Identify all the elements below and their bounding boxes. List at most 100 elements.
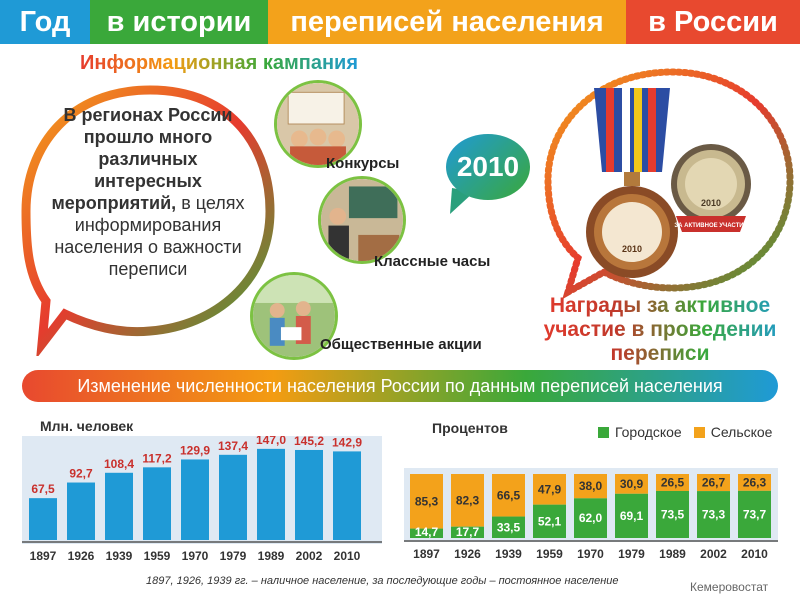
population-chart-unit: Млн. человек (40, 418, 134, 434)
share-year-label: 1897 (413, 547, 440, 561)
urban-bar-segment (615, 493, 648, 538)
award-badge-icon: 2010 ЗА АКТИВНОЕ УЧАСТИЕ (671, 144, 751, 232)
population-bar (333, 451, 361, 540)
header-banner: Год в истории переписей населения в Росс… (0, 0, 800, 44)
caption-class-hours: Классные часы (374, 253, 491, 270)
population-year-label: 1926 (68, 549, 95, 563)
urban-value-label: 69,1 (620, 509, 644, 523)
legend-rural-label: Сельское (710, 424, 773, 440)
population-year-label: 2010 (334, 549, 361, 563)
legend-urban-label: Городское (615, 424, 682, 440)
header-part-1: Год (0, 0, 90, 44)
population-year-label: 1959 (144, 549, 171, 563)
population-year-label: 1939 (106, 549, 133, 563)
rural-value-label: 38,0 (579, 479, 603, 493)
population-bar (295, 449, 323, 540)
population-bar (67, 482, 95, 540)
share-chart-legend: Городское Сельское (598, 424, 772, 440)
section-title: Изменение численности населения России п… (22, 370, 778, 402)
urban-value-label: 73,7 (743, 507, 767, 521)
badge-year: 2010 (701, 198, 721, 208)
population-bar (143, 467, 171, 540)
share-year-label: 2010 (741, 547, 768, 561)
rural-value-label: 26,3 (743, 475, 767, 489)
rural-bar-segment (451, 474, 484, 527)
rural-bar-segment (410, 474, 443, 529)
badge-caption: ЗА АКТИВНОЕ УЧАСТИЕ (674, 223, 747, 229)
bubble-bold-text: В регионах России прошло много различных… (51, 105, 233, 213)
population-value-label: 147,0 (256, 436, 286, 447)
rural-bar-segment (697, 474, 730, 492)
population-value-label: 137,4 (218, 439, 248, 453)
award-medal-icon: 2010 (586, 88, 678, 278)
urban-value-label: 62,0 (579, 511, 603, 525)
rural-bar-segment (533, 474, 566, 505)
urban-value-label: 33,5 (497, 520, 521, 534)
population-year-label: 1970 (182, 549, 209, 563)
rural-bar-segment (615, 474, 648, 494)
population-value-label: 142,9 (332, 436, 362, 449)
rural-value-label: 66,5 (497, 488, 521, 502)
photo-class-hours (318, 176, 406, 264)
population-bar (257, 448, 285, 540)
rural-bar-segment (574, 474, 607, 499)
population-year-label: 1897 (30, 549, 57, 563)
urban-value-label: 17,7 (456, 525, 480, 539)
year-bubble: 2010 (446, 134, 530, 200)
urban-value-label: 73,5 (661, 507, 685, 521)
population-value-label: 92,7 (69, 467, 93, 481)
awards-bubble-outline (544, 68, 794, 300)
footnote: 1897, 1926, 1939 гг. – наличное населени… (146, 575, 619, 587)
share-year-label: 1926 (454, 547, 481, 561)
population-value-label: 145,2 (294, 436, 324, 448)
header-part-4: в России (626, 0, 800, 44)
share-year-label: 1970 (577, 547, 604, 561)
rural-bar-segment (738, 474, 771, 491)
legend-rural-swatch (693, 426, 705, 438)
rural-bar-segment (492, 474, 525, 517)
urban-bar-segment (656, 490, 689, 538)
population-year-label: 1979 (220, 549, 247, 563)
rural-value-label: 82,3 (456, 493, 480, 507)
share-year-label: 2002 (700, 547, 727, 561)
population-value-label: 108,4 (104, 457, 134, 471)
urban-bar-segment (533, 504, 566, 538)
urban-value-label: 73,3 (702, 508, 726, 522)
campaign-bubble-text: В регионах России прошло много различных… (48, 104, 248, 280)
medal-year: 2010 (622, 244, 642, 254)
population-bar (181, 459, 209, 540)
share-chart-unit: Процентов (432, 420, 508, 436)
rural-value-label: 26,5 (661, 475, 685, 489)
population-bar (219, 454, 247, 540)
population-value-label: 67,5 (31, 482, 55, 496)
population-bar-chart: 67,5 1897 92,7 1926 108,4 1939 117,2 1959 129,9 1… (22, 436, 382, 563)
rural-value-label: 85,3 (415, 494, 439, 508)
caption-public-actions: Общественные акции (320, 336, 482, 353)
rural-value-label: 47,9 (538, 482, 562, 496)
header-part-3: переписей населения (268, 0, 626, 44)
population-year-label: 2002 (296, 549, 323, 563)
bubble-normal-text: в целях информирования населения о важно… (54, 193, 245, 279)
urban-bar-segment (451, 526, 484, 538)
population-bar (105, 472, 133, 540)
share-year-label: 1959 (536, 547, 563, 561)
urban-bar-segment (697, 491, 730, 538)
population-bar (29, 498, 57, 540)
source-label: Кемеровостат (690, 580, 769, 594)
rural-value-label: 30,9 (620, 477, 644, 491)
share-year-label: 1939 (495, 547, 522, 561)
rural-bar-segment (656, 474, 689, 491)
photo-contests (274, 80, 362, 168)
campaign-title: Информационная кампания (80, 52, 359, 74)
population-value-label: 129,9 (180, 443, 210, 457)
population-value-label: 117,2 (142, 451, 172, 465)
share-year-label: 1989 (659, 547, 686, 561)
urban-bar-segment (492, 516, 525, 538)
urban-bar-segment (738, 490, 771, 538)
header-part-2: в истории (90, 0, 268, 44)
speech-bubble-outline (21, 85, 275, 356)
urban-rural-stacked-chart: 85,3 14,7 1897 82,3 17,7 1926 66,5 33,5 1939 47,9… (404, 468, 778, 561)
urban-bar-segment (410, 528, 443, 538)
share-year-label: 1979 (618, 547, 645, 561)
urban-bar-segment (574, 498, 607, 538)
